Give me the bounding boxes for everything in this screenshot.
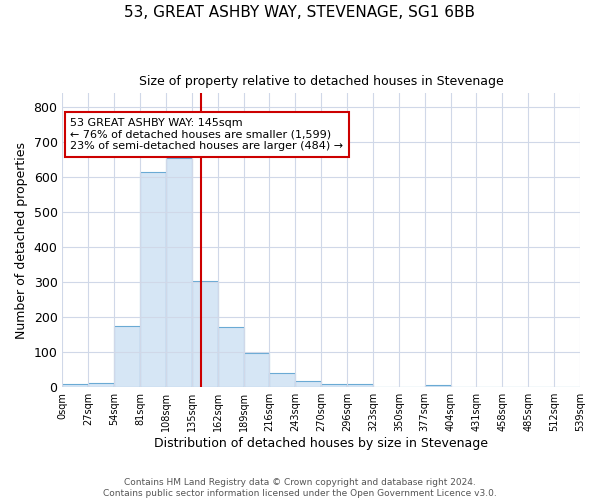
Text: 53, GREAT ASHBY WAY, STEVENAGE, SG1 6BB: 53, GREAT ASHBY WAY, STEVENAGE, SG1 6BB xyxy=(125,5,476,20)
Text: Contains HM Land Registry data © Crown copyright and database right 2024.
Contai: Contains HM Land Registry data © Crown c… xyxy=(103,478,497,498)
Bar xyxy=(192,280,218,387)
Bar xyxy=(62,384,88,387)
X-axis label: Distribution of detached houses by size in Stevenage: Distribution of detached houses by size … xyxy=(154,437,488,450)
Bar xyxy=(140,172,166,387)
Bar xyxy=(347,384,373,387)
Text: 53 GREAT ASHBY WAY: 145sqm
← 76% of detached houses are smaller (1,599)
23% of s: 53 GREAT ASHBY WAY: 145sqm ← 76% of deta… xyxy=(70,118,343,151)
Bar xyxy=(166,158,192,387)
Bar xyxy=(88,382,114,387)
Bar xyxy=(218,327,244,387)
Bar xyxy=(425,386,451,387)
Bar xyxy=(114,326,140,387)
Bar xyxy=(373,386,399,387)
Bar xyxy=(244,353,269,387)
Title: Size of property relative to detached houses in Stevenage: Size of property relative to detached ho… xyxy=(139,75,503,88)
Bar xyxy=(269,372,295,387)
Y-axis label: Number of detached properties: Number of detached properties xyxy=(15,142,28,339)
Bar xyxy=(321,384,347,387)
Bar xyxy=(295,382,321,387)
